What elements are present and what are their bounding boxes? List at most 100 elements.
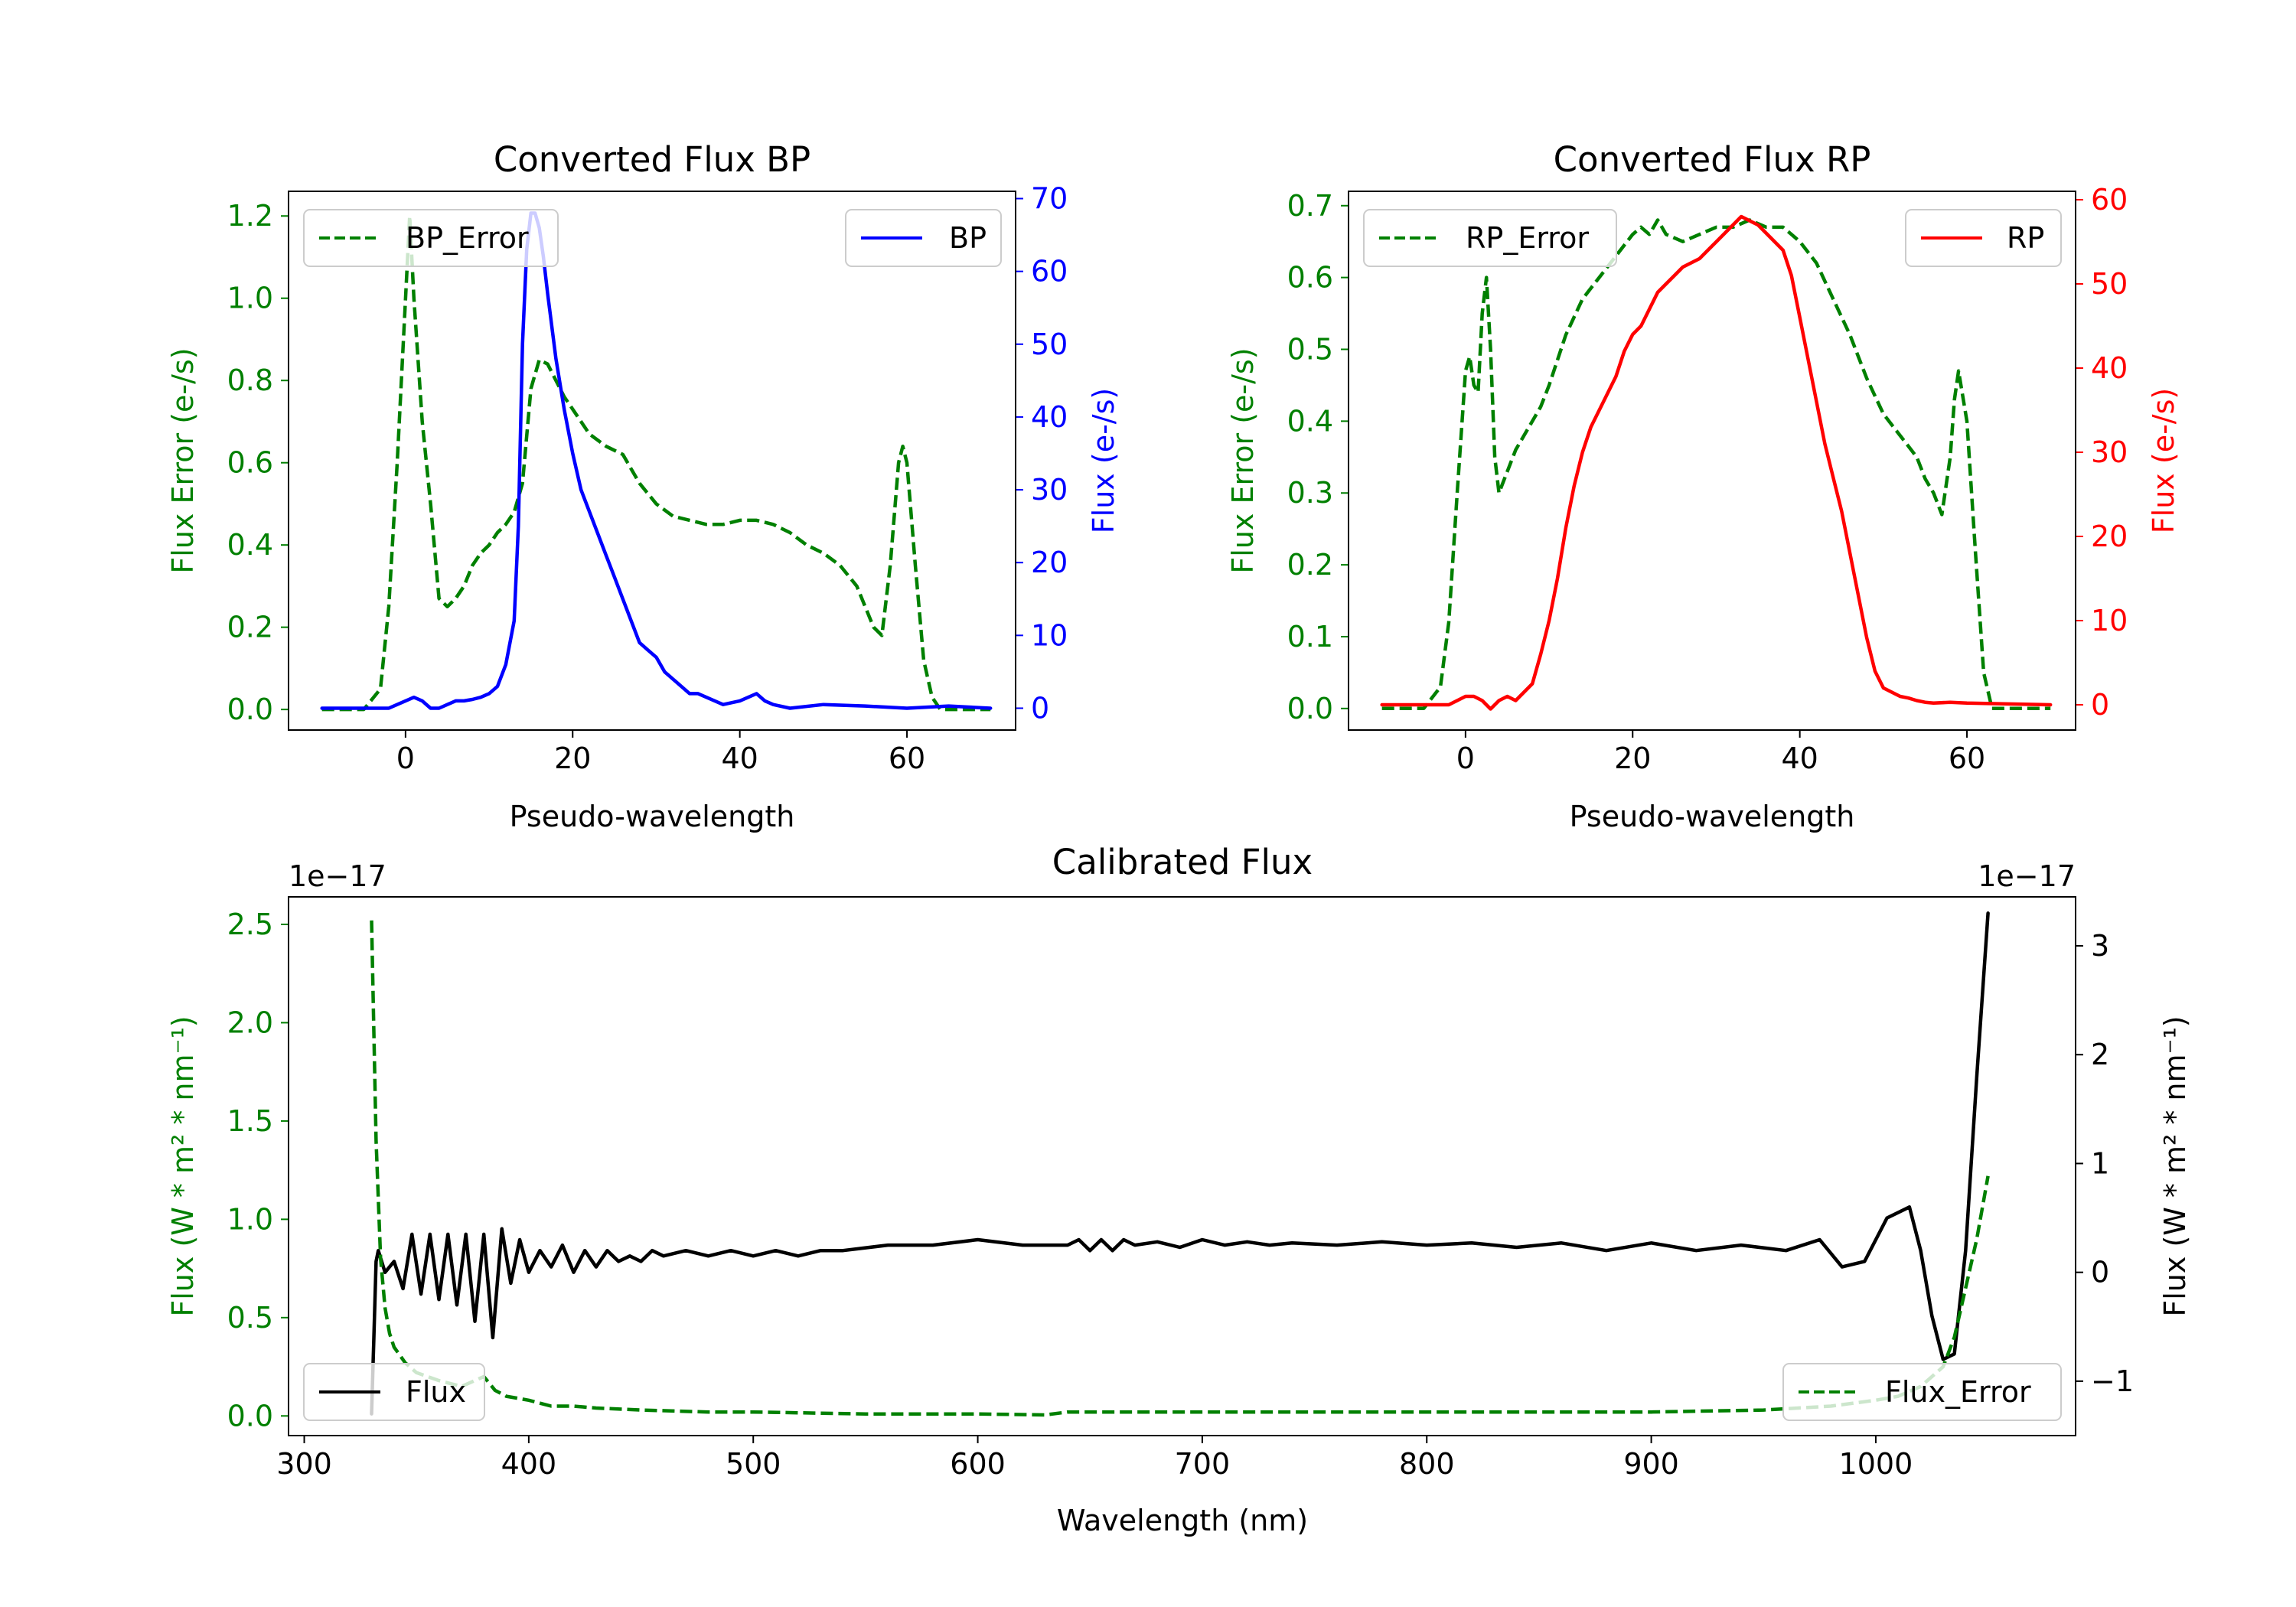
rp-legend-flux-label: RP — [2007, 221, 2044, 255]
bp-ylabel-right: Flux (e-/s) — [1087, 388, 1120, 533]
cal-ytick-right-label: 1 — [2091, 1146, 2109, 1180]
rp-ytick-right-label: 30 — [2091, 435, 2128, 469]
rp-xtick-label: 20 — [1614, 742, 1651, 775]
cal-legend-error-label: Flux_Error — [1885, 1375, 2031, 1409]
cal-ylabel-left: Flux (W * m² * nm⁻¹) — [166, 1015, 200, 1316]
bp-ytick-right-label: 20 — [1031, 546, 1068, 579]
bp-ytick-left-label: 0.0 — [227, 693, 273, 726]
bp-series-bp — [320, 211, 993, 710]
cal-xtick-label: 700 — [1175, 1447, 1231, 1481]
rp-ytick-left-label: 0.3 — [1287, 476, 1333, 510]
rp-ytick-right-label: 60 — [2091, 183, 2128, 217]
bp-xlabel: Pseudo-wavelength — [510, 800, 795, 833]
bp-legend-error-box — [303, 209, 559, 267]
rp-ytick-left-label: 0.0 — [1287, 692, 1333, 725]
rp-ytick-left-label: 0.2 — [1287, 548, 1333, 582]
cal-legend-error: Flux_Error — [1782, 1363, 2062, 1421]
bp-xtick-label: 40 — [721, 742, 758, 775]
cal-ytick-left-label: 1.5 — [227, 1104, 273, 1138]
rp-ytick-right-label: 10 — [2091, 604, 2128, 637]
rp-series-rp — [1380, 214, 2053, 711]
cal-xtick-label: 400 — [501, 1447, 557, 1481]
rp-xlabel: Pseudo-wavelength — [1570, 800, 1855, 833]
rp-ytick-left-label: 0.6 — [1287, 261, 1333, 295]
rp-legend-error: RP_Error — [1363, 209, 1617, 267]
rp-xtick-label: 40 — [1781, 742, 1818, 775]
rp-legend-error-box — [1363, 209, 1617, 267]
bp-ytick-right-label: 40 — [1031, 400, 1068, 434]
rp-ytick-right-label: 0 — [2091, 688, 2109, 722]
rp-ytick-left-label: 0.7 — [1287, 189, 1333, 223]
bp-axes-layer: 0 20 40 60 0.0 0.2 0.4 0.6 0.8 1.0 1.2 0 10 20 30 40 50 6… — [227, 182, 1068, 775]
rp-ytick-left-label: 0.5 — [1287, 333, 1333, 367]
bp-series-bp-error — [321, 214, 991, 712]
rp-axes-layer: 0 20 40 60 0.0 0.1 0.2 0.3 0.4 0.5 0.6 0.7 0 10 20 30 40… — [1287, 183, 2128, 775]
bp-legend-flux-box — [845, 209, 1002, 267]
bp-xtick-label: 60 — [889, 742, 925, 775]
rp-ytick-left-label: 0.1 — [1287, 620, 1333, 654]
rp-xtick-label: 0 — [1456, 742, 1475, 775]
bp-legend-flux-label: BP — [949, 221, 987, 255]
cal-ytick-left-label: 1.0 — [227, 1202, 273, 1236]
bp-series-layer — [320, 211, 993, 712]
bp-ytick-left-label: 0.6 — [227, 446, 273, 480]
cal-plot-frame — [288, 896, 2076, 1436]
rp-legend-flux-box — [1905, 209, 2062, 267]
cal-legend-flux-box — [303, 1363, 485, 1421]
cal-ytick-right-label: 2 — [2091, 1038, 2109, 1071]
bp-legend-error: BP_Error — [303, 209, 559, 267]
cal-xlabel: Wavelength (nm) — [1057, 1504, 1308, 1537]
bp-ytick-right-label: 0 — [1031, 691, 1049, 725]
panel-calibrated: Calibrated Flux 1e−17 1e−17 300 400 500 600… — [166, 842, 2192, 1537]
cal-axes-layer: 300 400 500 600 700 800 900 1000 0.0 0.5 1.0 1.5 2.0… — [227, 908, 2134, 1481]
bp-ytick-left-label: 0.8 — [227, 363, 273, 397]
cal-xtick-label: 300 — [276, 1447, 332, 1481]
cal-offset-left: 1e−17 — [289, 859, 386, 893]
bp-ytick-right-label: 70 — [1031, 182, 1068, 216]
cal-xtick-label: 1000 — [1839, 1447, 1913, 1481]
rp-title: Converted Flux RP — [1554, 139, 1871, 180]
rp-ytick-right-label: 20 — [2091, 520, 2128, 553]
bp-legend-error-label: BP_Error — [406, 221, 529, 255]
cal-ytick-left-label: 0.0 — [227, 1399, 273, 1433]
cal-ytick-right-label: 3 — [2091, 929, 2109, 963]
bp-ytick-right-label: 30 — [1031, 473, 1068, 507]
bp-ytick-right-label: 10 — [1031, 618, 1068, 652]
cal-series-flux — [370, 911, 1990, 1416]
bp-legend-flux: BP — [845, 209, 1002, 267]
bp-xtick-label: 20 — [554, 742, 591, 775]
bp-title: Converted Flux BP — [494, 139, 810, 180]
cal-legend-error-box — [1782, 1363, 2062, 1421]
cal-xtick-label: 500 — [726, 1447, 781, 1481]
panel-rp: Converted Flux RP 0 20 40 60 0.0 0.1 0.2 0.3 0.4… — [1226, 139, 2180, 833]
cal-ytick-left-label: 0.5 — [227, 1301, 273, 1335]
rp-ytick-right-label: 50 — [2091, 267, 2128, 301]
bp-ylabel-left: Flux Error (e-/s) — [166, 347, 200, 573]
rp-ytick-left-label: 0.4 — [1287, 404, 1333, 438]
bp-ytick-left-label: 0.2 — [227, 611, 273, 644]
cal-ytick-right-label: −1 — [2091, 1364, 2134, 1398]
rp-series-layer — [1380, 214, 2053, 711]
cal-ytick-left-label: 2.0 — [227, 1006, 273, 1039]
rp-legend-flux: RP — [1905, 209, 2062, 267]
rp-ylabel-left: Flux Error (e-/s) — [1226, 347, 1260, 573]
rp-ytick-right-label: 40 — [2091, 351, 2128, 385]
bp-plot-frame — [288, 191, 1016, 731]
cal-ylabel-right: Flux (W * m² * nm⁻¹) — [2158, 1015, 2192, 1316]
cal-xtick-label: 900 — [1623, 1447, 1679, 1481]
cal-xtick-label: 600 — [950, 1447, 1006, 1481]
bp-ytick-left-label: 1.2 — [227, 199, 273, 233]
rp-ylabel-right: Flux (e-/s) — [2147, 388, 2180, 533]
bp-ytick-left-label: 1.0 — [227, 282, 273, 315]
cal-title: Calibrated Flux — [1052, 842, 1313, 882]
rp-legend-error-label: RP_Error — [1466, 221, 1589, 255]
bp-xtick-label: 0 — [396, 742, 415, 775]
rp-xtick-label: 60 — [1949, 742, 1985, 775]
cal-xtick-label: 800 — [1399, 1447, 1455, 1481]
rp-series-rp-error — [1381, 218, 2051, 711]
cal-legend-flux-label: Flux — [406, 1375, 466, 1409]
bp-ytick-right-label: 50 — [1031, 328, 1068, 361]
cal-ytick-right-label: 0 — [2091, 1256, 2109, 1289]
